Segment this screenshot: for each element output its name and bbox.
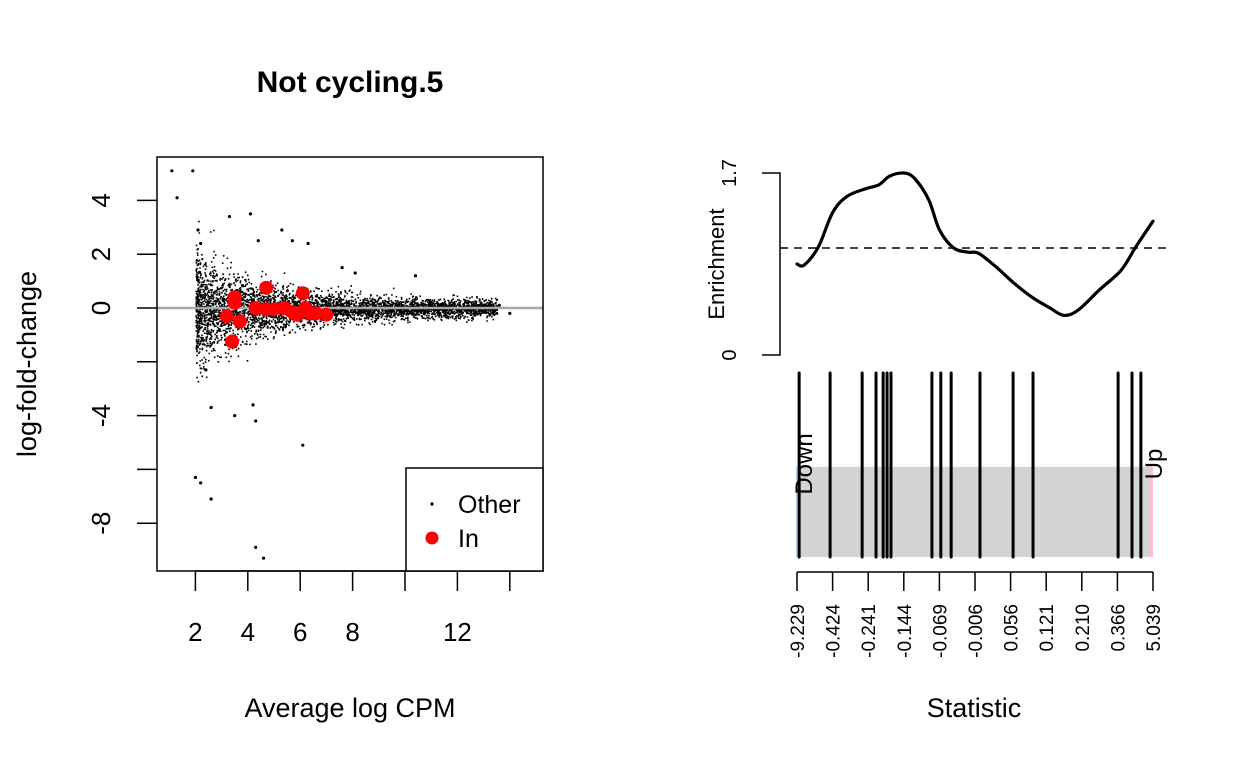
md-in-point bbox=[259, 280, 274, 295]
md-title: Not cycling.5 bbox=[257, 66, 444, 99]
md-other-point bbox=[209, 497, 213, 501]
md-other-point bbox=[256, 239, 260, 243]
enrichment-ytick-top: 1.7 bbox=[719, 159, 741, 187]
barcode-down-label: Down bbox=[791, 433, 818, 494]
md-other-point bbox=[233, 414, 237, 418]
md-in-point bbox=[225, 334, 240, 349]
md-other-point bbox=[170, 169, 174, 173]
md-y-tick-label: -4 bbox=[86, 404, 116, 427]
md-in-point bbox=[308, 306, 323, 321]
enrichment-y-label: Enrichment bbox=[704, 208, 729, 319]
barcode-x-tick-label: 0.056 bbox=[1002, 604, 1023, 652]
md-in-point bbox=[295, 286, 310, 301]
barcode-panel: Down Up bbox=[791, 371, 1168, 559]
md-other-point bbox=[248, 212, 253, 216]
legend-other-marker bbox=[430, 502, 434, 506]
barcode-down-strip bbox=[796, 466, 798, 557]
md-other-point bbox=[413, 274, 418, 278]
barcode-gene-lines bbox=[797, 371, 1143, 559]
md-other-point bbox=[340, 266, 344, 270]
md-in-point bbox=[232, 314, 247, 329]
barcode-x-tick-label: -0.144 bbox=[895, 604, 916, 658]
md-other-point bbox=[191, 169, 195, 173]
md-other-point bbox=[261, 556, 266, 560]
barcode-x-label: Statistic bbox=[927, 693, 1022, 723]
barcode-plot: 1.7 0 Enrichment Down Up -9.229 -0.424 -0.… bbox=[704, 159, 1168, 723]
md-in-point bbox=[219, 309, 234, 324]
md-plot: Not cycling.5 2 4 6 8 12 4 2 0 -4 -8 Average log… bbox=[12, 66, 544, 723]
md-other-point bbox=[209, 405, 213, 410]
md-x-tick-label: 8 bbox=[345, 617, 359, 647]
md-other-point bbox=[227, 214, 232, 219]
md-other-point bbox=[254, 419, 258, 423]
md-other-point bbox=[290, 239, 294, 243]
barcode-x-tick-label: 0.366 bbox=[1108, 604, 1129, 652]
md-other-point bbox=[196, 228, 200, 232]
md-y-label: log-fold-change bbox=[12, 271, 42, 457]
md-legend: Other In bbox=[405, 467, 544, 572]
md-in-point bbox=[319, 307, 334, 322]
md-other-point bbox=[251, 403, 255, 407]
barcode-x-tick-label: -0.069 bbox=[930, 604, 951, 658]
legend-in-label: In bbox=[458, 525, 479, 553]
barcode-x-tick-label: -0.424 bbox=[824, 604, 845, 658]
md-x-axis: 2 4 6 8 12 bbox=[188, 570, 511, 647]
md-x-tick-label: 6 bbox=[293, 617, 307, 647]
enrichment-y-axis bbox=[762, 172, 781, 356]
md-y-axis: 4 2 0 -4 -8 bbox=[86, 193, 157, 535]
md-other-point bbox=[353, 271, 357, 275]
barcode-x-tick-label: 5.039 bbox=[1144, 604, 1165, 652]
md-other-point bbox=[301, 443, 305, 447]
md-points-layer bbox=[170, 169, 512, 560]
md-y-tick-label: 2 bbox=[86, 247, 116, 261]
md-x-tick-label: 2 bbox=[188, 617, 202, 647]
md-other-point bbox=[204, 368, 208, 372]
barcode-up-label: Up bbox=[1141, 449, 1168, 480]
md-other-point bbox=[508, 311, 512, 315]
barcode-x-tick-label: -9.229 bbox=[788, 604, 809, 658]
md-other-point bbox=[193, 475, 197, 480]
barcode-x-tick-label: 0.210 bbox=[1073, 604, 1094, 652]
barcode-x-tick-label: 0.121 bbox=[1037, 604, 1058, 652]
md-other-point bbox=[497, 303, 501, 307]
enrichment-panel: 1.7 0 Enrichment bbox=[704, 159, 1168, 361]
enrichment-ytick-bottom: 0 bbox=[719, 349, 741, 360]
md-other-point bbox=[199, 241, 203, 246]
md-x-tick-label: 4 bbox=[241, 617, 255, 647]
md-in-points-layer bbox=[219, 280, 334, 349]
barcode-up-strip bbox=[1150, 466, 1153, 557]
md-y-tick-label: 0 bbox=[86, 301, 116, 315]
md-in-point bbox=[267, 302, 281, 317]
md-other-point bbox=[199, 481, 203, 485]
barcode-x-tick-label: -0.006 bbox=[966, 604, 987, 658]
barcode-x-axis: -9.229 -0.424 -0.241 -0.144 -0.069 -0.006 0.05… bbox=[788, 571, 1165, 658]
md-y-tick-label: 4 bbox=[86, 193, 116, 207]
legend-in-marker bbox=[425, 531, 439, 545]
md-in-point bbox=[227, 295, 242, 310]
md-y-tick-label: -8 bbox=[86, 512, 116, 535]
enrichment-curve bbox=[795, 171, 1155, 318]
md-x-tick-label: 12 bbox=[443, 617, 472, 647]
md-in-point bbox=[248, 301, 263, 315]
md-other-point bbox=[306, 241, 310, 246]
md-other-point bbox=[175, 196, 179, 200]
barcode-x-tick-label: -0.241 bbox=[859, 604, 880, 658]
md-other-point bbox=[254, 545, 258, 550]
md-x-label: Average log CPM bbox=[244, 693, 455, 723]
legend-box bbox=[405, 467, 544, 572]
md-other-point bbox=[280, 228, 284, 232]
md-other-cloud bbox=[195, 220, 499, 383]
barcode-shaded-region bbox=[797, 466, 1153, 557]
legend-other-label: Other bbox=[458, 491, 521, 519]
